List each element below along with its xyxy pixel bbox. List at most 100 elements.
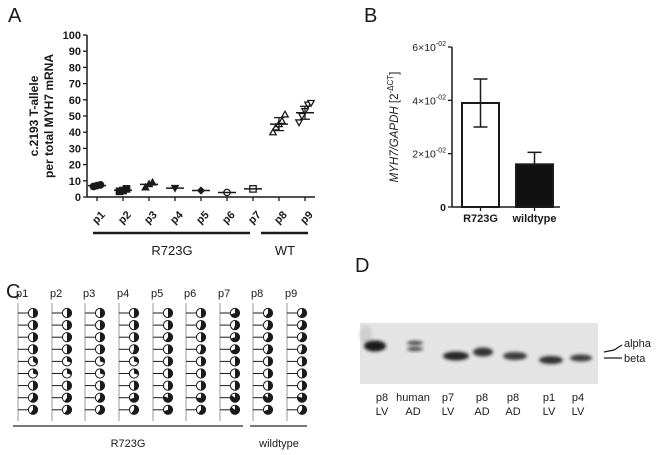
pie-glyph <box>162 392 174 403</box>
y-axis-label: c.2193 T-alleleper total MYH7 mRNA <box>27 54 56 178</box>
pie-slice <box>299 332 307 342</box>
group-label-r723g: R723G <box>151 243 192 258</box>
marker-circle <box>96 181 105 189</box>
pie-slice <box>165 332 173 342</box>
blot-band <box>570 354 592 362</box>
pie-glyph <box>61 332 73 343</box>
pie-glyph <box>128 404 140 415</box>
pie-slice <box>67 356 72 363</box>
pie-glyph <box>128 332 140 343</box>
pie-glyph <box>128 380 140 391</box>
pie-glyph <box>262 332 274 343</box>
blot-band <box>503 352 527 360</box>
pie-glyph <box>94 368 106 379</box>
pie-glyph <box>262 380 274 391</box>
y-tick-label: 90 <box>69 46 81 58</box>
x-tick-label: p8 <box>272 209 290 227</box>
series-p2 <box>114 185 132 196</box>
pie-slice <box>299 320 307 330</box>
pie-glyph <box>128 356 140 367</box>
y-tick-exponent: -02 <box>436 148 446 155</box>
pie-slice <box>268 356 273 366</box>
pie-glyph <box>262 307 274 319</box>
pie-glyph <box>162 320 174 331</box>
pie-glyph <box>296 356 308 367</box>
pie-glyph <box>27 368 39 379</box>
pie-slice <box>235 368 240 379</box>
x-tick-label: wildtype <box>511 213 556 225</box>
pie-glyph <box>94 344 106 355</box>
y-tick-mantissa: 6×10 <box>412 42 436 54</box>
pie-glyph <box>94 404 106 415</box>
pie-slice <box>100 308 105 318</box>
pie-slice <box>30 393 38 403</box>
pie-slice <box>33 356 38 365</box>
pie-glyph <box>296 320 308 331</box>
pie-glyph <box>162 380 174 391</box>
y-tick-label: 40 <box>69 127 81 139</box>
y-tick-label: 0 <box>75 192 81 204</box>
y-tick-label: 50 <box>69 111 81 123</box>
pie-slice <box>134 368 139 375</box>
pie-glyph <box>296 307 308 319</box>
pie-slice <box>235 381 240 391</box>
pie-slice <box>198 405 206 415</box>
pie-slice <box>168 344 173 354</box>
blot-band <box>539 356 563 364</box>
panel-d-blot: p8 LV human AD p7 LV p8 AD p8 AD p1 LV p4 LV alpha beta <box>360 323 652 418</box>
x-tick-label: p2 <box>116 209 134 227</box>
y-tick-label: 6×10-02 <box>412 41 446 54</box>
pie-glyph <box>195 320 207 331</box>
y-tick-label: 80 <box>69 62 81 74</box>
y-axis-label-line2: per total MYH7 mRNA <box>42 54 56 178</box>
column-label-p4: p4 <box>117 288 129 300</box>
pie-glyph <box>229 320 241 331</box>
pie-glyph <box>27 320 39 331</box>
pie-glyph <box>195 307 207 319</box>
pie-glyph <box>229 368 241 379</box>
pie-slice <box>67 308 72 318</box>
panel-a-chart: 0 10 20 30 40 50 60 70 80 90 100 c.2193 T-alleleper… <box>27 30 316 258</box>
pie-slice <box>201 356 206 366</box>
lane-label-line1: p8 <box>376 392 388 404</box>
pie-slice <box>268 368 273 379</box>
lane-label-line2: AD <box>505 406 520 418</box>
pie-slice <box>299 405 307 415</box>
series-p9 <box>294 99 316 128</box>
pie-slice <box>30 405 38 415</box>
pie-glyph <box>128 320 140 331</box>
column-label-p5: p5 <box>151 288 163 300</box>
pie-glyph <box>262 404 274 415</box>
pie-glyph <box>94 380 106 391</box>
y-tick-exponent: -02 <box>436 94 446 101</box>
pie-glyph <box>94 392 106 403</box>
pie-slice <box>100 320 105 330</box>
pie-glyph <box>94 307 106 319</box>
pie-slice <box>302 356 307 366</box>
pie-glyph <box>195 368 207 379</box>
pie-slice <box>199 344 206 354</box>
pie-slice <box>230 405 240 415</box>
pie-glyph <box>262 356 274 367</box>
y-axis-label-bracket: [2 <box>389 94 401 107</box>
y-tick-label: 4×10-02 <box>412 94 446 107</box>
column-label-p7: p7 <box>218 288 230 300</box>
pie-glyph <box>229 307 241 319</box>
series-p5 <box>192 186 210 195</box>
pie-slice <box>33 308 38 318</box>
y-tick-label: 60 <box>69 95 81 107</box>
series-p1 <box>88 181 106 191</box>
pie-slice <box>33 320 38 330</box>
series-p7 <box>244 185 262 193</box>
series-p3 <box>140 177 158 191</box>
x-tick-label: p4 <box>168 208 186 226</box>
pie-slice <box>129 393 139 403</box>
lane-label-line1: p7 <box>442 392 454 404</box>
pie-glyph <box>296 368 308 379</box>
pie-glyph <box>195 404 207 415</box>
y-tick-mantissa: 0 <box>440 202 446 214</box>
lane-label-line2: LV <box>572 406 585 418</box>
pie-slice <box>302 368 307 379</box>
pie-glyph <box>162 332 174 343</box>
pie-glyph <box>229 380 241 391</box>
